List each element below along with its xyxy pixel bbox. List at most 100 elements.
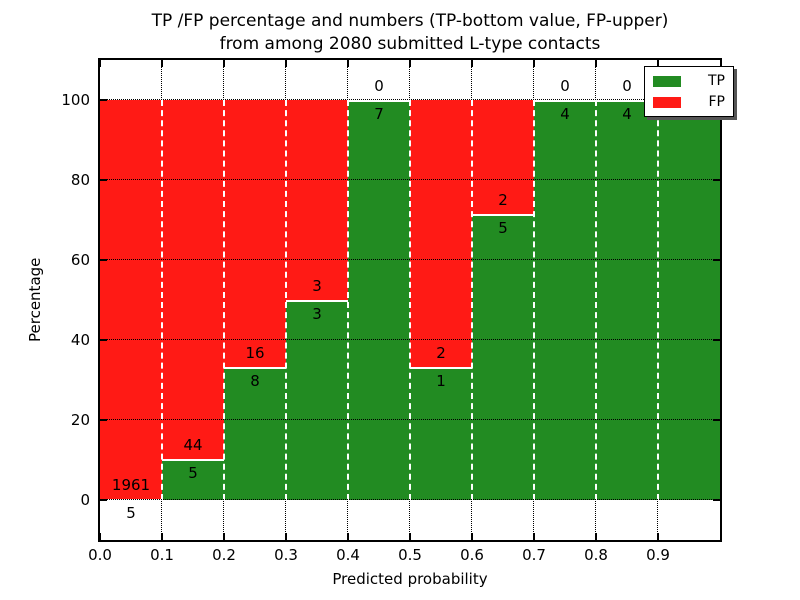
bar-boundary-line [161, 100, 163, 500]
bar-segment-tp [410, 366, 472, 500]
x-tick-label: 0.1 [150, 546, 174, 564]
y-tick-left [100, 499, 107, 501]
bar-boundary-line [223, 100, 225, 500]
fp-count-label: 44 [183, 436, 203, 455]
x-tick-label: 0.9 [646, 546, 670, 564]
x-tick-bottom [285, 533, 287, 540]
tp-count-label: 3 [312, 305, 322, 323]
horizontal-gridline [100, 419, 720, 421]
plot-area: 19615445168330721250404010 [99, 60, 720, 540]
bar-segment-fp [472, 100, 534, 215]
axis-ticks [99, 60, 720, 540]
bar-segment-fp [162, 100, 224, 460]
tp-count-label: 4 [560, 105, 570, 123]
bar-boundary-line [347, 100, 349, 500]
x-tick-bottom [533, 533, 535, 540]
x-tick-top [657, 60, 659, 67]
bar-boundary-line [285, 100, 287, 500]
bar-segment-tp [286, 300, 348, 500]
x-tick-bottom [409, 533, 411, 540]
x-tick-top [471, 60, 473, 67]
y-tick-label: 0 [80, 491, 90, 509]
y-tick-left [100, 259, 107, 261]
x-tick-bottom [347, 533, 349, 540]
y-tick-left [100, 419, 107, 421]
horizontal-gridline [100, 179, 720, 181]
x-tick-label: 0.4 [336, 546, 360, 564]
x-tick-top [595, 60, 597, 67]
bar-boundary-line [409, 100, 411, 500]
x-tick-bottom [471, 533, 473, 540]
fp-count-label: 3 [312, 277, 322, 295]
x-axis-label: Predicted probability [332, 570, 488, 588]
legend-label: FP [708, 94, 726, 110]
chart-title-line2: from among 2080 submitted L-type contact… [219, 34, 601, 54]
bar-segment-tp [224, 366, 286, 500]
bar-count-labels: 19615445168330721250404010 [100, 60, 720, 540]
y-tick-label: 80 [70, 171, 90, 189]
y-axis-label: Percentage [26, 257, 44, 343]
bar-segment-fp [286, 100, 348, 300]
y-tick-right [713, 259, 720, 261]
x-tick-label: 0.5 [398, 546, 422, 564]
bar-segment-fp [100, 100, 162, 499]
x-tick-bottom [161, 533, 163, 540]
fp-count-label: 0 [374, 77, 384, 95]
bar-segment-tp [596, 100, 658, 500]
fp-count-label: 16 [245, 343, 265, 362]
bar-segment-fp [224, 100, 286, 367]
x-tick-bottom [99, 533, 101, 540]
x-tick-top [285, 60, 287, 67]
bar-segment-fp [410, 100, 472, 367]
legend-swatch-tp [653, 75, 681, 87]
bar-segment-tp [534, 100, 596, 500]
fp-count-label: 0 [622, 77, 632, 95]
tp-count-label: 1 [436, 371, 446, 390]
x-tick-label: 0.0 [88, 546, 112, 564]
tp-count-label: 5 [498, 219, 508, 238]
horizontal-gridline [100, 99, 720, 101]
x-tick-top [99, 60, 101, 67]
x-tick-bottom [595, 533, 597, 540]
x-tick-top [161, 60, 163, 67]
tp-count-label: 4 [622, 105, 632, 123]
y-tick-label: 40 [70, 331, 90, 349]
x-tick-bottom [657, 533, 659, 540]
x-tick-label: 0.3 [274, 546, 298, 564]
y-tick-left [100, 99, 107, 101]
x-tick-top [409, 60, 411, 67]
tp-count-label: 8 [250, 371, 260, 390]
legend-entry: FP [653, 95, 725, 109]
bar-boundary-line [657, 100, 659, 500]
bar-segment-tp [658, 100, 720, 500]
legend-label: TP [708, 73, 725, 89]
legend: TP FP [644, 66, 734, 117]
y-tick-right [713, 419, 720, 421]
x-tick-top [347, 60, 349, 67]
horizontal-gridline [100, 339, 720, 341]
x-tick-label: 0.7 [522, 546, 546, 564]
bar-segment-tp [162, 459, 224, 500]
y-tick-label: 60 [70, 251, 90, 269]
chart-title-line1: TP /FP percentage and numbers (TP-bottom… [151, 11, 669, 31]
y-tick-left [100, 179, 107, 181]
tp-count-label: 5 [126, 503, 136, 522]
y-tick-right [713, 339, 720, 341]
x-tick-top [223, 60, 225, 67]
fp-count-label: 2 [498, 191, 508, 210]
bars-layer [100, 60, 720, 540]
horizontal-gridline [100, 259, 720, 261]
tp-count-label: 7 [374, 105, 384, 123]
fp-count-label: 2 [436, 343, 446, 362]
x-tick-top [533, 60, 535, 67]
bar-boundary-line [533, 100, 535, 500]
legend-swatch-fp [653, 96, 681, 108]
legend-entry: TP [653, 74, 725, 88]
bar-boundary-line [471, 100, 473, 500]
x-tick-label: 0.6 [460, 546, 484, 564]
x-tick-label: 0.8 [584, 546, 608, 564]
y-tick-label: 20 [70, 411, 90, 429]
bar-segment-tp [348, 100, 410, 500]
tp-count-label: 5 [188, 464, 198, 483]
